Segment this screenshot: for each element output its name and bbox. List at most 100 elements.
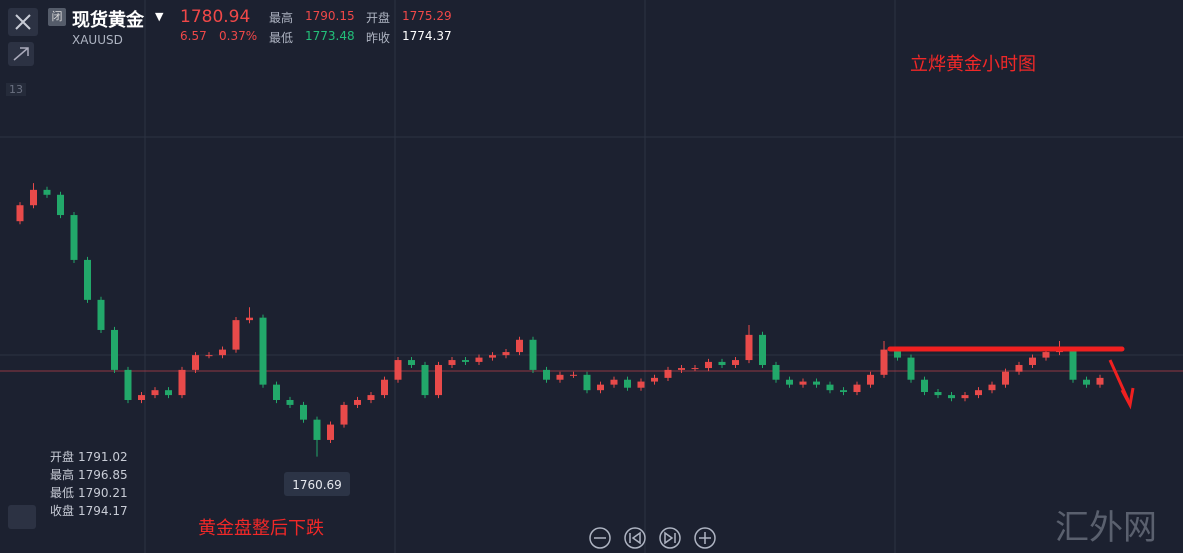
- candle-body: [462, 360, 469, 362]
- candle-body: [70, 215, 78, 260]
- zoom-out[interactable]: [589, 527, 611, 549]
- info-value: 1794.17: [78, 504, 128, 518]
- candle-body: [192, 355, 199, 370]
- candle-body: [43, 189, 51, 195]
- candle-body: [259, 317, 267, 385]
- candle-body: [948, 395, 955, 399]
- high-value: 1790.15: [305, 9, 355, 23]
- candles: [16, 183, 1104, 457]
- candle-body: [84, 259, 91, 300]
- info-label: 最低: [50, 486, 75, 500]
- open-value: 1775.29: [402, 9, 452, 23]
- candle-body: [1069, 349, 1077, 380]
- side-label: 13: [6, 83, 26, 96]
- candle-body: [961, 395, 969, 399]
- candle-body: [975, 390, 982, 396]
- candle-body: [651, 377, 658, 382]
- info-value: 1790.21: [78, 486, 128, 500]
- candle-body: [165, 390, 172, 396]
- candle-body: [840, 390, 847, 393]
- chart-title: 立烨黄金小时图: [910, 54, 1036, 75]
- info-label: 开盘: [50, 450, 75, 464]
- symbol: XAUUSD: [72, 33, 123, 47]
- candle-body: [988, 384, 996, 391]
- instrument-name[interactable]: 现货黄金: [72, 10, 144, 31]
- candle-body: [867, 374, 874, 385]
- candle-body: [772, 364, 780, 380]
- candle-body: [16, 205, 24, 222]
- dropdown-caret[interactable]: ▼: [155, 10, 164, 23]
- candle-body: [678, 368, 685, 370]
- chart-type-button[interactable]: [8, 505, 36, 529]
- candle-body: [799, 381, 807, 385]
- go-start[interactable]: [624, 527, 646, 549]
- low-label: 最低: [269, 31, 294, 45]
- low-value: 1773.48: [305, 29, 355, 43]
- candle-body: [664, 369, 672, 378]
- go-end[interactable]: [659, 527, 681, 549]
- candle-body: [367, 395, 375, 401]
- candle-body: [475, 357, 483, 362]
- candle-body: [1029, 357, 1036, 365]
- candle-body: [1096, 377, 1104, 385]
- candle-body: [583, 374, 591, 391]
- candle-body: [97, 299, 105, 330]
- candle-body: [327, 424, 334, 440]
- last-price: 1780.94: [180, 7, 251, 27]
- candle-body: [381, 379, 388, 396]
- candle-body: [205, 355, 213, 357]
- candle-body: [1015, 364, 1023, 372]
- info-row: 收盘 1794.17: [50, 502, 128, 520]
- candle-body: [813, 381, 820, 385]
- candle-body: [691, 368, 699, 370]
- low-tooltip-text: 1760.69: [292, 478, 342, 492]
- candle-body: [246, 317, 253, 321]
- candle-body: [178, 369, 186, 396]
- collapse-icon: [13, 47, 29, 61]
- drawn-arrow: [1108, 359, 1135, 410]
- candle-body: [138, 395, 145, 401]
- prev-close-label: 昨收: [366, 31, 391, 45]
- info-value: 1796.85: [78, 468, 128, 482]
- candle-body: [894, 349, 901, 358]
- candle-body: [597, 384, 604, 391]
- candle-body: [786, 379, 793, 385]
- annotation: 黄金盘整后下跌: [198, 518, 324, 539]
- candle-body: [624, 379, 631, 388]
- candle-body: [718, 361, 726, 365]
- candle-body: [448, 360, 456, 365]
- candle-body: [151, 390, 159, 396]
- candle-body: [313, 419, 321, 440]
- candle-body: [489, 355, 496, 358]
- candle-body: [637, 381, 645, 388]
- close-icon: [15, 14, 31, 30]
- low-tooltip: [284, 472, 350, 496]
- high-label: 最高: [269, 11, 294, 25]
- candle-body: [921, 379, 928, 393]
- info-row: 开盘 1791.02: [50, 448, 128, 466]
- candle-body: [502, 352, 510, 356]
- watermark: 汇外网: [1055, 508, 1157, 548]
- candle-body: [273, 384, 280, 401]
- candle-body: [124, 369, 132, 401]
- candle-body: [408, 360, 415, 365]
- candle-body: [354, 400, 361, 405]
- candle-body: [826, 384, 834, 391]
- candle-body: [934, 392, 942, 396]
- zoom-controls: [589, 527, 716, 549]
- candle-body: [1042, 352, 1050, 358]
- zoom-in[interactable]: [694, 527, 716, 549]
- candle-body: [300, 404, 307, 420]
- candle-body: [111, 329, 118, 370]
- change: 6.57: [180, 29, 207, 43]
- market-badge: 闭: [48, 8, 66, 26]
- candle-body: [57, 194, 64, 216]
- open-label: 开盘: [366, 11, 391, 25]
- candle-body: [759, 334, 766, 365]
- candle-body: [853, 384, 861, 393]
- candle-body: [286, 400, 294, 405]
- info-value: 1791.02: [78, 450, 128, 464]
- info-row: 最低 1790.21: [50, 484, 128, 502]
